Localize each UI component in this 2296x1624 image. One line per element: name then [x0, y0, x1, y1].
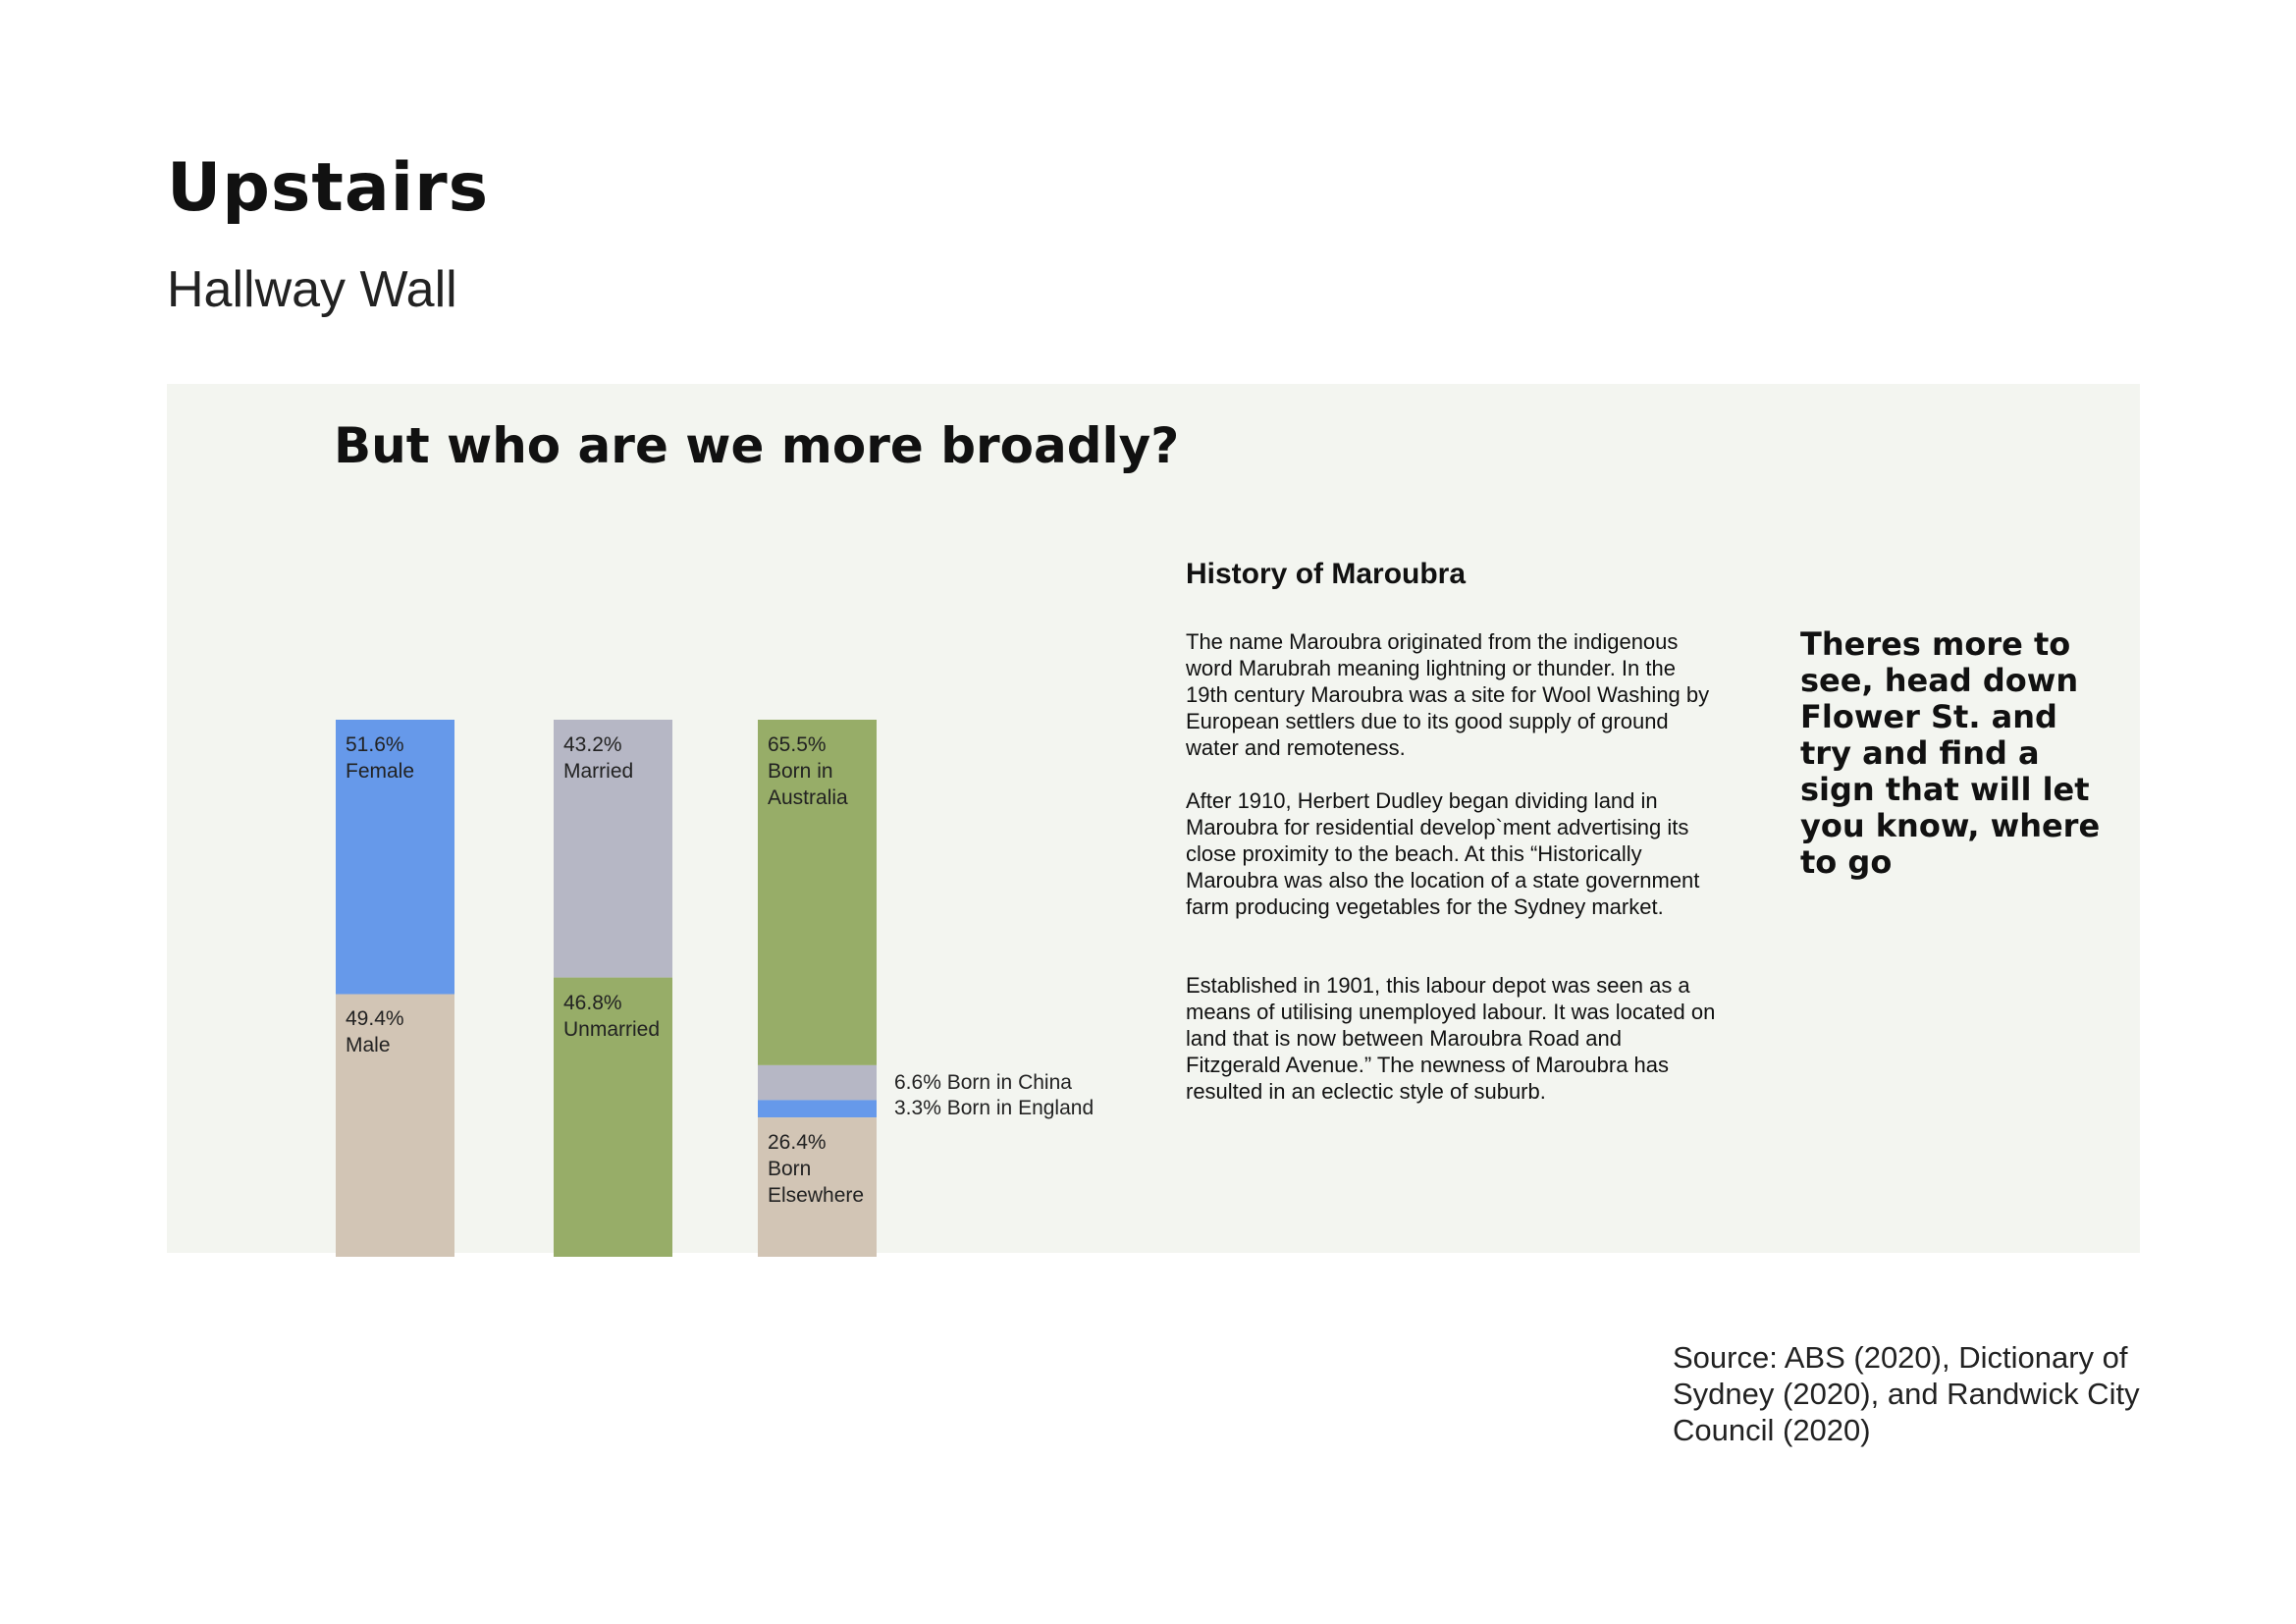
- info-panel: [167, 384, 2140, 1253]
- history-paragraph-3: Established in 1901, this labour depot w…: [1186, 973, 1716, 1104]
- history-title: History of Maroubra: [1186, 558, 1467, 590]
- page-subtitle: Hallway Wall: [167, 261, 457, 318]
- panel-heading: But who are we more broadly?: [334, 417, 1180, 474]
- history-paragraph-2: After 1910, Herbert Dudley began dividin…: [1186, 788, 1700, 919]
- history-paragraph-1: The name Maroubra originated from the in…: [1186, 629, 1710, 760]
- callout-text: Theres more to see, head down Flower St.…: [1800, 625, 2101, 881]
- page-title: Upstairs: [167, 149, 490, 227]
- source-citation: Source: ABS (2020), Dictionary of Sydney…: [1673, 1340, 2140, 1447]
